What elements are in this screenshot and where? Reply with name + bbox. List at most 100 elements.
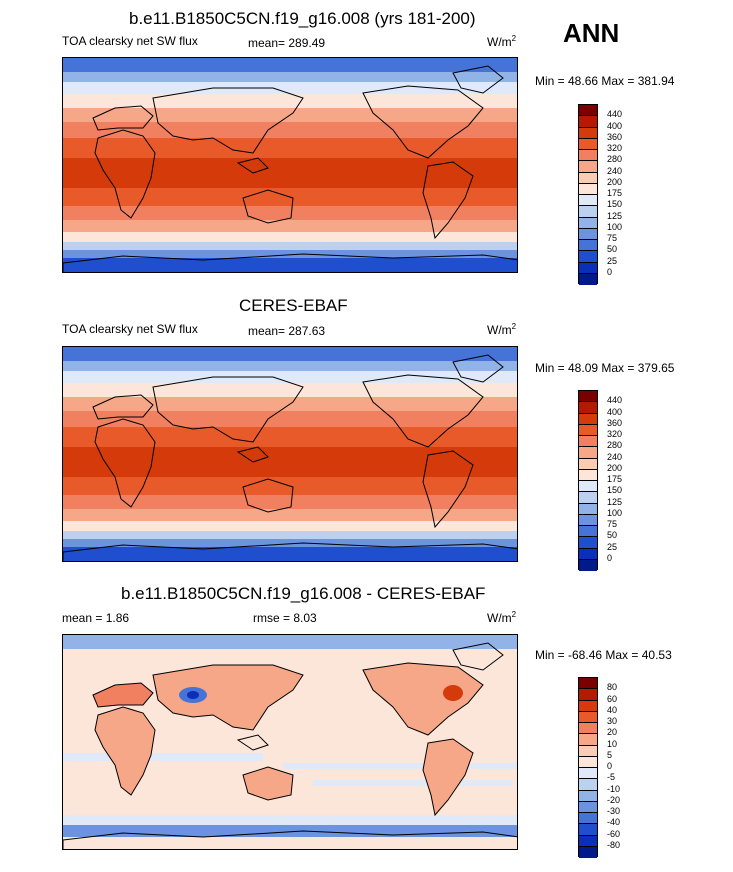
colorbar-tick-label: 75 (607, 519, 618, 529)
colorbar-tick-label: 360 (607, 131, 623, 142)
colorbar-swatch (579, 150, 597, 162)
colorbar-swatch (579, 240, 597, 252)
colorbar-swatch (579, 824, 597, 836)
colorbar-tick-label: -40 (607, 817, 621, 828)
colorbar-swatch (579, 262, 597, 274)
colorbar-tick-label: -5 (607, 772, 616, 783)
panel3-title: b.e11.B1850C5CN.f19_g16.008 - CERES-EBAF (121, 584, 486, 603)
colorbar-tick-label: 80 (607, 682, 618, 693)
colorbar-swatch (579, 756, 597, 768)
colorbar-tick-label: 25 (607, 255, 618, 266)
panel2-map (62, 346, 518, 562)
colorbar-tick-label: 5 (607, 749, 613, 760)
colorbar-tick-label: 360 (607, 417, 623, 428)
colorbar-swatch (579, 492, 597, 504)
colorbar-tick-label: 150 (607, 199, 623, 210)
colorbar-tick-label: 40 (607, 704, 618, 715)
panel1-variable-label: TOA clearsky net SW flux (62, 34, 198, 48)
colorbar-tick-label: 320 (607, 429, 623, 439)
colorbar-swatch (579, 559, 597, 571)
colorbar-tick-label: 10 (607, 738, 618, 749)
colorbar-tick-label: 440 (607, 109, 623, 120)
colorbar-tick-label: -20 (607, 794, 621, 805)
colorbar-swatch (579, 537, 597, 549)
colorbar-swatch (579, 138, 597, 150)
colorbar-tick-label: 125 (607, 496, 623, 507)
colorbar-swatch (579, 172, 597, 184)
colorbar-swatch (579, 835, 597, 847)
colorbar-tick-label: 440 (607, 395, 623, 406)
colorbar-swatch (579, 678, 597, 690)
colorbar-tick-label: 100 (607, 221, 623, 232)
colorbar-swatch (579, 700, 597, 712)
season-label: ANN (563, 18, 620, 48)
colorbar-tick-label: 0 (607, 552, 613, 563)
colorbar-swatch (579, 779, 597, 791)
colorbar-tick-label: -60 (607, 828, 621, 839)
map-field (63, 58, 517, 272)
panel1-mean: mean= 289.49 (248, 36, 326, 50)
map-field (63, 635, 517, 849)
panel2-colorbar (578, 390, 598, 571)
panel2-minmax: Min = 48.09 Max = 379.65 (535, 361, 675, 375)
colorbar-tick-label: 200 (607, 176, 623, 187)
colorbar-swatch (579, 447, 597, 459)
colorbar-swatch (579, 768, 597, 780)
panel1-map (62, 57, 518, 273)
colorbar-swatch (579, 127, 597, 139)
colorbar-tick-label: 60 (607, 693, 618, 704)
colorbar-tick-label: 240 (607, 165, 623, 176)
colorbar-swatch (579, 481, 597, 493)
colorbar-tick-label: 125 (607, 210, 623, 221)
colorbar-swatch (579, 273, 597, 285)
colorbar-swatch (579, 734, 597, 746)
colorbar-swatch (579, 458, 597, 470)
panel3-minmax: Min = -68.46 Max = 40.53 (535, 648, 672, 662)
panel1-title: b.e11.B1850C5CN.f19_g16.008 (yrs 181-200… (129, 9, 476, 28)
colorbar-swatch (579, 790, 597, 802)
colorbar-swatch (579, 424, 597, 436)
colorbar-swatch (579, 723, 597, 735)
colorbar-tick-label: 150 (607, 485, 623, 496)
panel2-variable-label: TOA clearsky net SW flux (62, 322, 198, 336)
colorbar-swatch (579, 846, 597, 858)
colorbar-tick-label: 100 (607, 507, 623, 518)
colorbar-tick-label: 75 (607, 233, 618, 243)
panel3-map (62, 634, 518, 850)
colorbar-swatch (579, 469, 597, 481)
panel1-minmax: Min = 48.66 Max = 381.94 (535, 74, 675, 88)
colorbar-swatch (579, 195, 597, 207)
colorbar-tick-label: -10 (607, 783, 621, 794)
colorbar-tick-label: -80 (607, 839, 621, 850)
colorbar-swatch (579, 413, 597, 425)
colorbar-swatch (579, 251, 597, 263)
colorbar-swatch (579, 514, 597, 526)
colorbar-swatch (579, 526, 597, 538)
colorbar-swatch (579, 116, 597, 128)
colorbar-swatch (579, 206, 597, 218)
colorbar-tick-label: 400 (607, 406, 623, 417)
panel2-mean: mean= 287.63 (248, 324, 326, 338)
colorbar-tick-label: 320 (607, 143, 623, 153)
colorbar-swatch (579, 228, 597, 240)
colorbar-tick-label: 175 (607, 188, 623, 198)
colorbar-tick-label: 240 (607, 451, 623, 462)
colorbar-swatch (579, 217, 597, 229)
colorbar-tick-label: 175 (607, 474, 623, 484)
colorbar-swatch (579, 183, 597, 195)
colorbar-tick-label: 25 (607, 541, 618, 552)
colorbar-tick-label: 280 (607, 154, 623, 165)
colorbar-swatch (579, 745, 597, 757)
colorbar-swatch (579, 689, 597, 701)
colorbar-tick-label: 20 (607, 727, 618, 738)
colorbar-swatch (579, 711, 597, 723)
panel1-units: W/m2 (487, 34, 517, 49)
panel3-rmse: rmse = 8.03 (253, 611, 317, 625)
colorbar-swatch (579, 813, 597, 825)
colorbar-tick-label: 280 (607, 440, 623, 451)
panel2-title: CERES-EBAF (239, 296, 348, 315)
colorbar-swatch (579, 548, 597, 560)
colorbar-swatch (579, 105, 597, 117)
colorbar-swatch (579, 436, 597, 448)
panel1-colorbar (578, 104, 598, 285)
